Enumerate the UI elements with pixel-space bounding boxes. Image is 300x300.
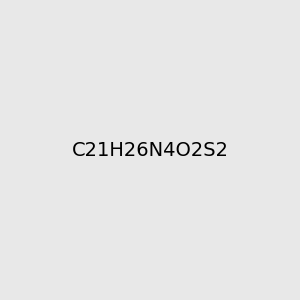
Text: C21H26N4O2S2: C21H26N4O2S2 [71,140,229,160]
